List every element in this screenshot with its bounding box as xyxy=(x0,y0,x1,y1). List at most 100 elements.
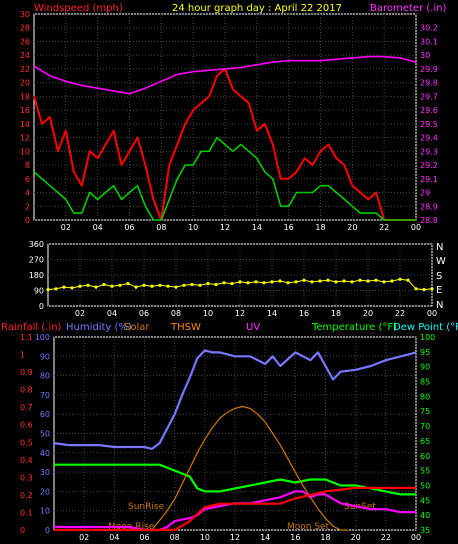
y2-tick-label: 55 xyxy=(420,467,430,476)
graph-date-title: 24 hour graph day : April 22 2017 xyxy=(172,3,342,14)
y-tick-label: 30 xyxy=(40,468,50,477)
y-tick-label: 24 xyxy=(20,51,30,60)
x-tick-label: 16 xyxy=(299,309,309,318)
y-tick-label: 4 xyxy=(25,189,30,198)
y2-tick-label: 50 xyxy=(420,481,430,490)
y2-tick-label: 29 xyxy=(420,189,430,198)
x-tick-label: 18 xyxy=(331,309,341,318)
y-tick-label: 20 xyxy=(20,79,30,88)
rain-tick-label: 1 xyxy=(20,351,25,360)
x-tick-label: 04 xyxy=(109,533,119,542)
x-tick-label: 02 xyxy=(75,309,85,318)
y-tick-label: 90 xyxy=(40,352,50,361)
x-tick-label: 22 xyxy=(381,533,391,542)
y-tick-label: 12 xyxy=(20,134,30,143)
rain-tick-label: 0.1 xyxy=(20,508,33,517)
x-tick-label: 18 xyxy=(315,223,325,232)
rain-tick-label: 0.8 xyxy=(20,386,33,395)
y-tick-label: 40 xyxy=(40,449,50,458)
y2-tick-label: 95 xyxy=(420,348,430,357)
humidity-line xyxy=(53,349,417,450)
y-tick-label: 28 xyxy=(20,24,30,33)
x-tick-label: 04 xyxy=(107,309,117,318)
y-tick-label: 70 xyxy=(40,391,50,400)
x-tick-label: 04 xyxy=(93,223,103,232)
temperature-line xyxy=(54,463,416,496)
x-tick-label: 00 xyxy=(411,223,421,232)
y2-tick-label: 29.2 xyxy=(420,161,438,170)
compass-label-s: S xyxy=(436,271,442,282)
y2-tick-label: 30.2 xyxy=(420,24,438,33)
y2-tick-label: 100 xyxy=(420,333,435,342)
y-tick-label: 50 xyxy=(40,430,50,439)
y-tick-label: 22 xyxy=(20,65,30,74)
humidity-header: Humidity (%) xyxy=(66,322,132,333)
rain-tick-label: 0.6 xyxy=(20,421,33,430)
y2-tick-label: 29.6 xyxy=(420,106,438,115)
y-tick-label: 270 xyxy=(29,256,44,265)
y2-tick-label: 85 xyxy=(420,378,430,387)
x-tick-label: 08 xyxy=(170,533,180,542)
x-tick-label: 10 xyxy=(203,309,213,318)
y-tick-label: 10 xyxy=(40,507,50,516)
y2-tick-label: 29.9 xyxy=(420,65,438,74)
y2-tick-label: 29.5 xyxy=(420,120,438,129)
y2-tick-label: 28.8 xyxy=(420,216,438,225)
y-tick-label: 100 xyxy=(35,333,50,342)
y-tick-label: 16 xyxy=(20,106,30,115)
rain-tick-label: 0.3 xyxy=(20,473,33,482)
y2-tick-label: 80 xyxy=(420,392,430,401)
sunrise-annotation: SunRise xyxy=(128,502,165,512)
y2-tick-label: 70 xyxy=(420,422,430,431)
rain-tick-label: 0.2 xyxy=(20,491,33,500)
x-tick-label: 08 xyxy=(156,223,166,232)
wind-direction-line xyxy=(47,278,433,291)
x-tick-label: 00 xyxy=(427,309,437,318)
y2-tick-label: 75 xyxy=(420,407,430,416)
uv-header: UV xyxy=(246,322,260,333)
x-tick-label: 02 xyxy=(61,223,71,232)
y-tick-label: 18 xyxy=(20,92,30,101)
x-tick-label: 20 xyxy=(351,533,361,542)
rain-tick-label: 0 xyxy=(20,526,25,535)
y-tick-label: 60 xyxy=(40,410,50,419)
x-tick-label: 06 xyxy=(124,223,134,232)
x-tick-label: 06 xyxy=(139,533,149,542)
rainfall-line xyxy=(54,486,416,532)
rain-tick-label: 0.7 xyxy=(20,403,33,412)
x-tick-label: 02 xyxy=(79,533,89,542)
compass-label-n-bottom: N xyxy=(436,300,443,311)
temperature-header: Temperature (°F) xyxy=(311,322,397,333)
x-tick-label: 10 xyxy=(200,533,210,542)
y2-tick-label: 30 xyxy=(420,51,430,60)
thsw-header: THSW xyxy=(170,322,201,333)
x-tick-label: 22 xyxy=(379,223,389,232)
y-tick-label: 20 xyxy=(40,487,50,496)
y2-tick-label: 40 xyxy=(420,511,430,520)
dewpoint-header: Dew Point (°F) xyxy=(393,322,458,333)
y-tick-label: 80 xyxy=(40,372,50,381)
rain-tick-label: 0.9 xyxy=(20,368,33,377)
x-tick-label: 10 xyxy=(188,223,198,232)
y-tick-label: 8 xyxy=(25,161,30,170)
y-tick-label: 6 xyxy=(25,175,30,184)
x-tick-label: 12 xyxy=(230,533,240,542)
y2-tick-label: 35 xyxy=(420,526,430,535)
solar-line xyxy=(151,405,349,531)
moonset-annotation: Moon Set xyxy=(287,522,330,532)
y-tick-label: 0 xyxy=(39,302,44,311)
x-tick-label: 14 xyxy=(267,309,277,318)
solar-header: Solar xyxy=(124,322,150,333)
y-tick-label: 180 xyxy=(29,271,44,280)
x-tick-label: 08 xyxy=(171,309,181,318)
barometer-title: Barometer (.in) xyxy=(370,3,446,14)
y2-tick-label: 90 xyxy=(420,363,430,372)
y2-tick-label: 60 xyxy=(420,452,430,461)
compass-label-w: W xyxy=(436,256,446,267)
x-tick-label: 00 xyxy=(411,533,421,542)
y2-tick-label: 28.9 xyxy=(420,202,438,211)
x-tick-label: 14 xyxy=(260,533,270,542)
barometer-line xyxy=(33,55,417,95)
